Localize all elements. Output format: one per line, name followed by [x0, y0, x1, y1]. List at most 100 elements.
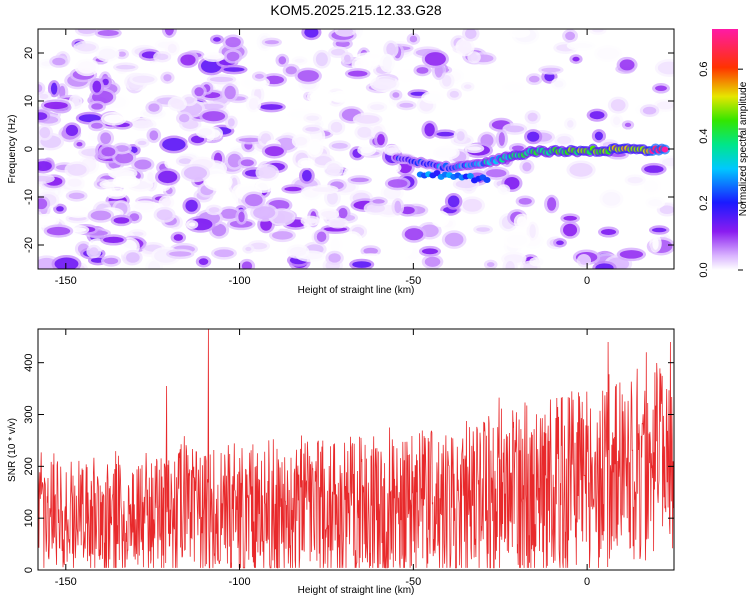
spectrogram-noise-blob — [486, 169, 507, 178]
snr-y-ticks: 0 100 200 300 400 — [23, 354, 674, 573]
spectrogram-noise-blob — [354, 59, 369, 70]
spectrogram-noise-blob — [115, 178, 138, 186]
spectrogram-trace-point — [661, 146, 669, 153]
spectrogram-noise-blob — [370, 104, 385, 111]
spectrogram-x-tick-label: -100 — [229, 275, 251, 287]
spectrogram-noise-blob — [97, 29, 119, 36]
colorbar-tick-label: 0.6 — [698, 62, 710, 77]
spectrogram-noise-blob — [328, 253, 341, 263]
spectrogram-noise-blob — [644, 165, 664, 173]
spectrogram-noise-blob — [613, 116, 621, 126]
spectrogram-noise-blob — [52, 57, 66, 66]
spectrogram-noise-blob — [90, 210, 112, 221]
spectrogram-noise-blob — [278, 56, 287, 65]
spectrogram-noise-blob — [104, 114, 124, 124]
spectrogram-noise-blob — [38, 198, 48, 210]
spectrogram-noise-blob — [98, 48, 117, 60]
spectrogram-noise-blob — [467, 146, 482, 151]
spectrogram-noise-blob — [321, 210, 337, 218]
spectrogram-noise-blob — [46, 226, 71, 236]
spectrogram-noise-blob — [206, 176, 230, 189]
spectrogram-y-label: Frequency (Hz) — [7, 115, 18, 184]
spectrogram-noise-blob — [392, 92, 400, 98]
spectrogram-noise-blob — [345, 233, 360, 248]
spectrogram-noise-blob — [424, 93, 442, 102]
spectrogram-noise-blob — [67, 206, 90, 216]
snr-y-tick-label: 400 — [23, 354, 35, 372]
spectrogram-noise-blob — [194, 87, 204, 97]
spectrogram-noise-blob — [563, 215, 577, 221]
spectrogram-noise-blob — [382, 56, 392, 70]
colorbar-ticks: 0.0 0.2 0.4 0.6 — [698, 62, 743, 278]
spectrogram-noise-blob — [441, 74, 452, 87]
spectrogram-y-tick-label: 20 — [23, 47, 35, 59]
spectrogram-noise-blob — [118, 51, 126, 57]
spectrogram-noise-blob — [527, 131, 540, 142]
spectrogram-noise-blob — [76, 43, 97, 52]
spectrogram-noise-blob — [506, 234, 528, 246]
spectrogram-noise-blob — [516, 216, 527, 228]
spectrogram-noise-blob — [109, 190, 124, 197]
spectrogram-noise-blob — [91, 122, 103, 129]
spectrogram-noise-blob — [39, 93, 49, 99]
spectrogram-noise — [38, 29, 674, 269]
spectrogram-noise-blob — [331, 48, 346, 56]
spectrogram-noise-blob — [111, 169, 135, 178]
spectrogram-y-tick-label: -20 — [23, 237, 35, 253]
spectrogram-noise-blob — [657, 61, 674, 75]
spectrogram-noise-blob — [178, 158, 192, 165]
snr-x-tick-label: 0 — [584, 576, 590, 588]
spectrogram-noise-blob — [589, 111, 605, 120]
spectrogram-noise-blob — [355, 114, 380, 124]
spectrogram-noise-blob — [102, 78, 109, 86]
spectrogram-noise-blob — [38, 84, 43, 93]
spectrogram-noise-blob — [505, 125, 525, 133]
spectrogram-noise-blob — [264, 146, 284, 157]
spectrogram-noise-blob — [470, 53, 478, 61]
spectrogram-noise-blob — [386, 147, 399, 154]
spectrogram-x-tick-label: -50 — [405, 275, 421, 287]
snr-y-label: SNR (10 * v/v) — [7, 418, 18, 482]
spectrogram-noise-blob — [486, 262, 495, 267]
spectrogram-noise-blob — [68, 192, 85, 200]
spectrogram-noise-blob — [592, 29, 604, 33]
spectrogram-noise-blob — [434, 213, 447, 225]
spectrogram-noise-blob — [330, 220, 346, 226]
spectrogram-noise-blob — [594, 131, 603, 141]
spectrogram-noise-blob — [67, 178, 82, 187]
snr-y-tick-label: 0 — [23, 567, 35, 573]
spectrogram-noise-blob — [163, 74, 172, 82]
spectrogram-noise-blob — [518, 197, 532, 205]
spectrogram-noise-blob — [387, 164, 399, 171]
spectrogram-noise-blob — [326, 163, 341, 176]
spectrogram-noise-blob — [126, 252, 140, 263]
spectrogram-noise-blob — [395, 69, 418, 83]
chart-title: KOM5.2025.215.12.33.G28 — [270, 2, 441, 18]
spectrogram-noise-blob — [465, 29, 477, 39]
spectrogram-noise-blob — [527, 112, 538, 122]
spectrogram-noise-blob — [456, 131, 465, 141]
spectrogram-noise-blob — [115, 152, 134, 164]
spectrogram-noise-blob — [554, 80, 564, 88]
spectrogram-noise-blob — [149, 130, 159, 141]
spectrogram-noise-blob — [101, 147, 116, 157]
spectrogram-noise-blob — [642, 106, 657, 115]
spectrogram-noise-blob — [595, 263, 614, 269]
spectrogram-noise-blob — [357, 126, 372, 138]
spectrogram-y-tick-label: 10 — [23, 95, 35, 107]
snr-series-line — [38, 329, 674, 569]
spectrogram-noise-blob — [260, 104, 283, 110]
spectrogram-noise-blob — [332, 93, 348, 101]
snr-x-label: Height of straight line (km) — [298, 585, 415, 596]
spectrogram-noise-blob — [462, 198, 482, 212]
spectrogram-noise-blob — [404, 228, 424, 241]
spectrogram-noise-blob — [224, 85, 236, 100]
spectrogram-noise-blob — [227, 153, 242, 168]
snr-x-tick-label: -150 — [55, 576, 77, 588]
spectrogram-noise-blob — [198, 128, 213, 136]
snr-x-tick-label: -50 — [405, 576, 421, 588]
snr-y-tick-label: 100 — [23, 509, 35, 527]
spectrogram-noise-blob — [238, 211, 245, 223]
spectrogram-noise-blob — [131, 120, 154, 129]
